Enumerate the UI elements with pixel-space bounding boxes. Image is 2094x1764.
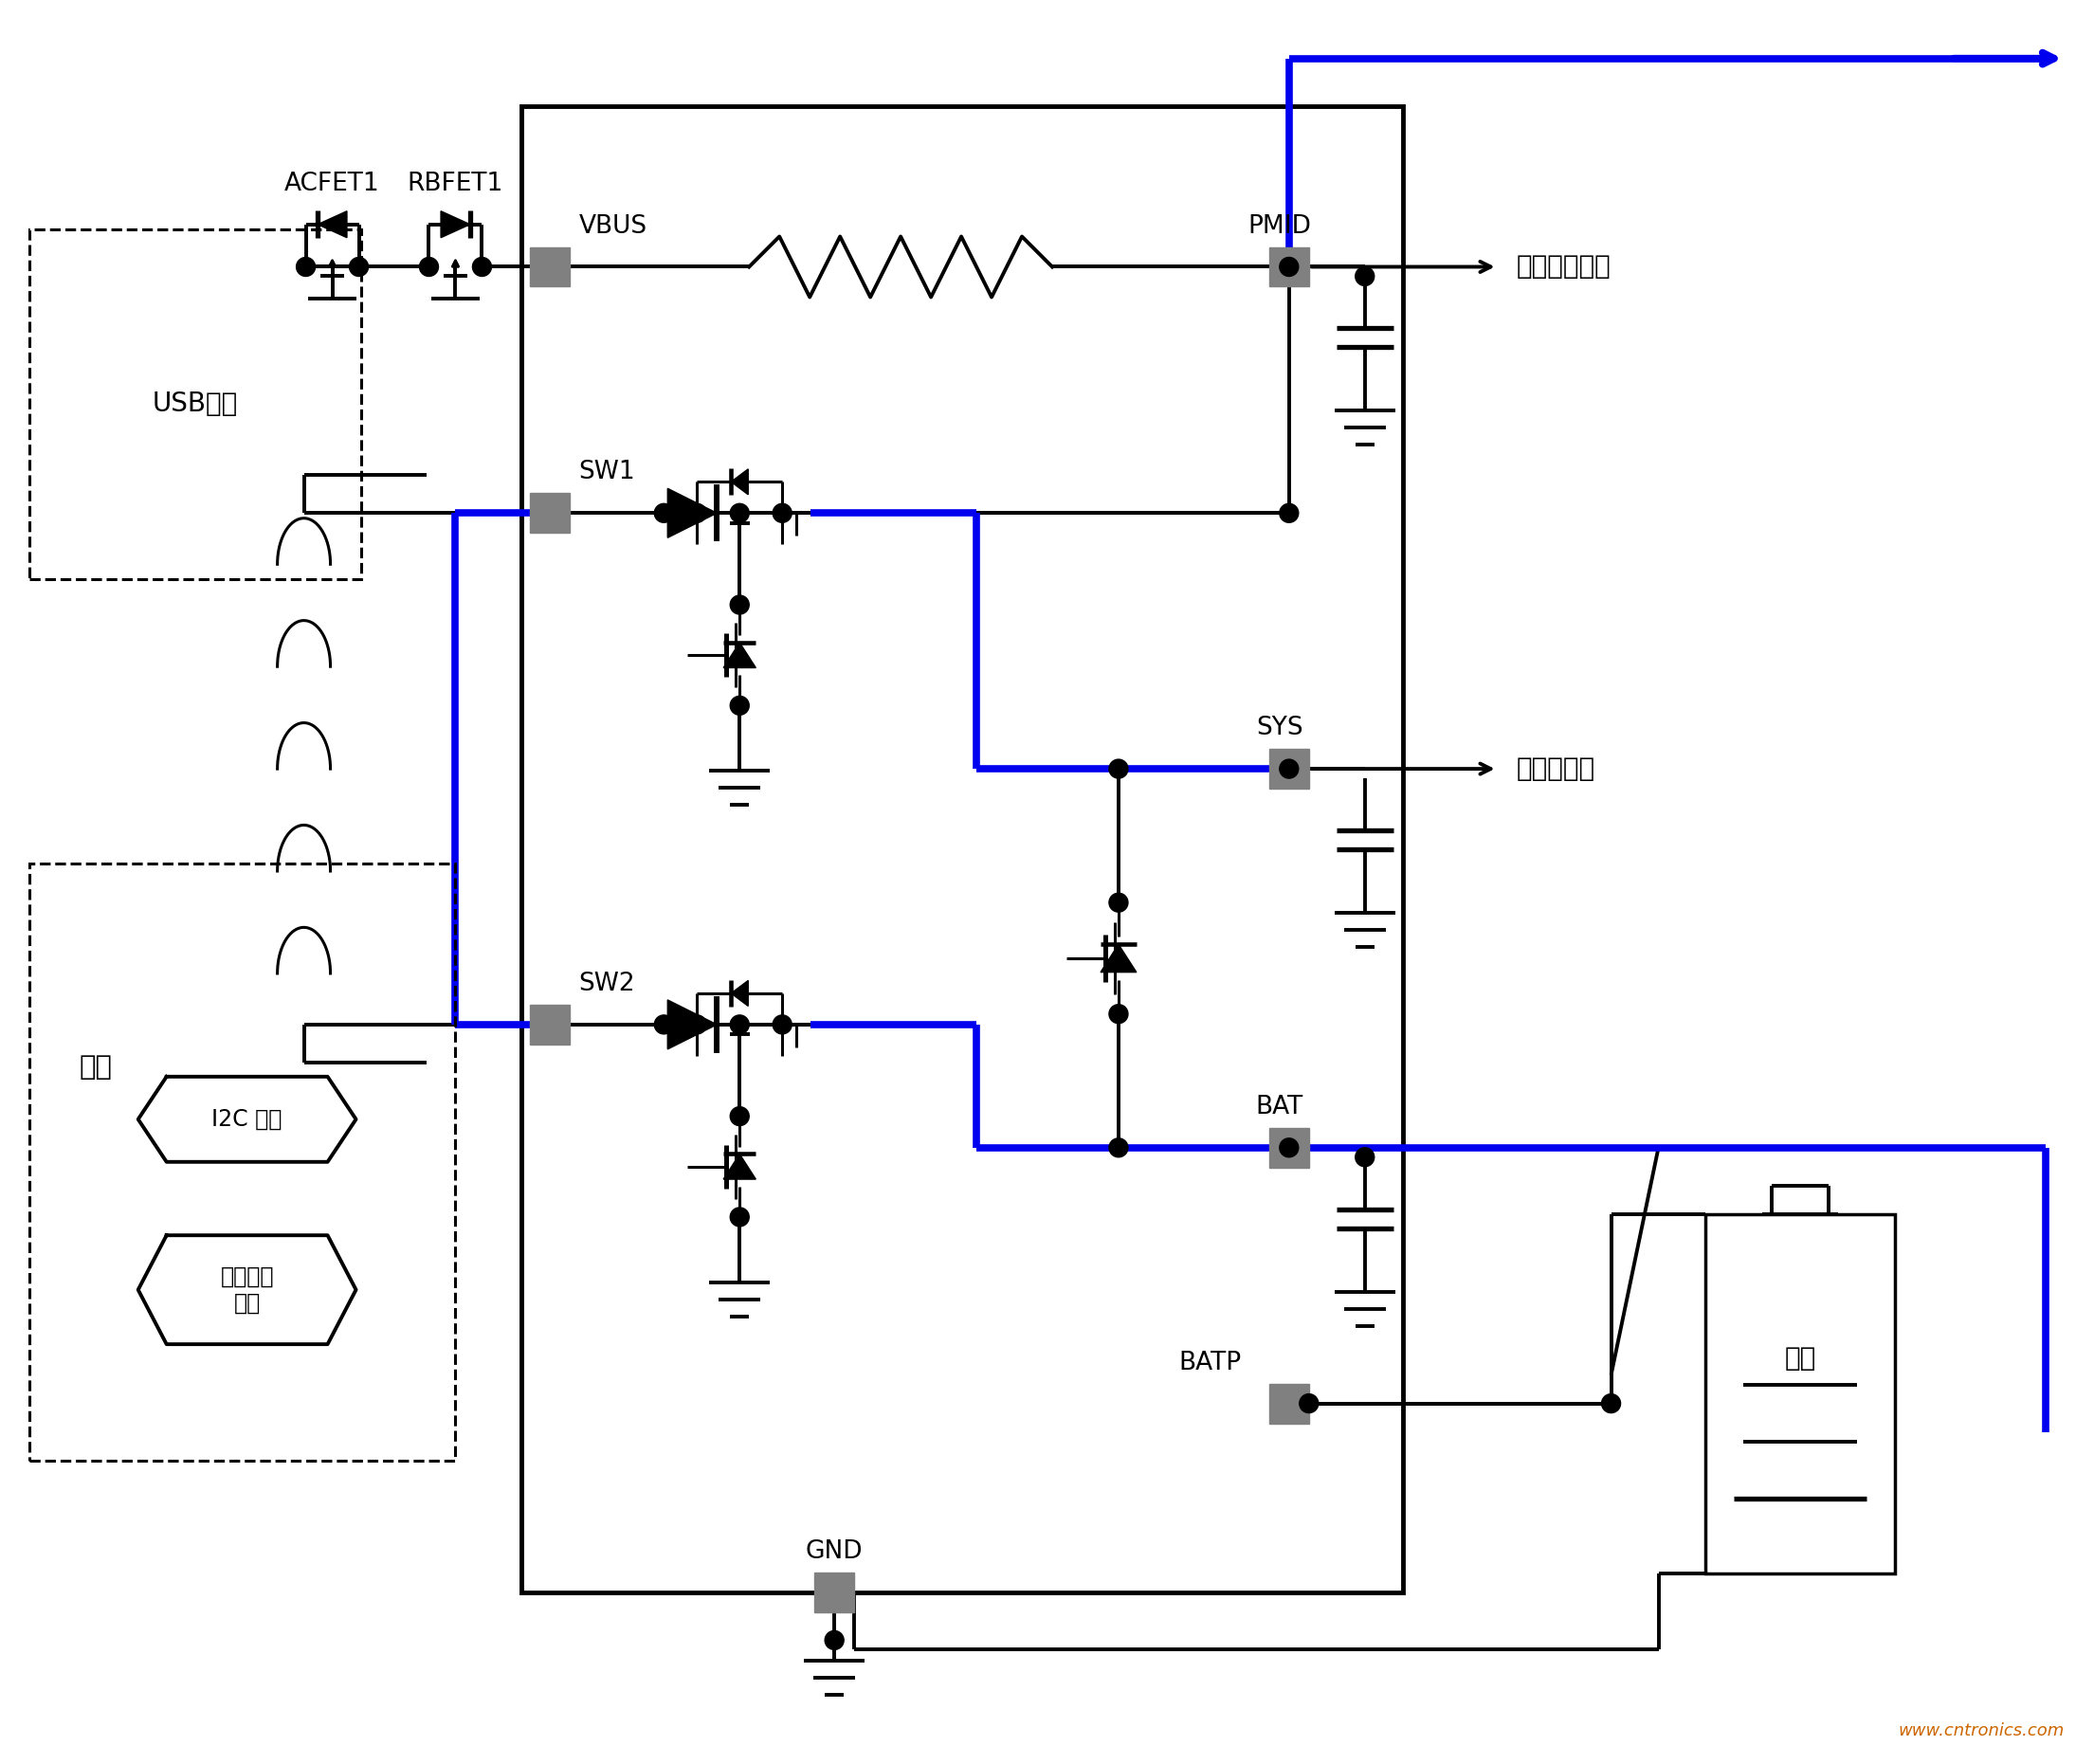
Circle shape bbox=[419, 258, 438, 277]
Text: PMID: PMID bbox=[1248, 213, 1311, 238]
Text: VBUS: VBUS bbox=[578, 213, 647, 238]
Circle shape bbox=[1110, 759, 1129, 778]
Text: 主机控制
总线: 主机控制 总线 bbox=[220, 1265, 274, 1314]
Circle shape bbox=[731, 1014, 750, 1034]
Circle shape bbox=[350, 258, 369, 277]
Bar bbox=[521, 106, 1403, 1593]
Bar bbox=[530, 1005, 570, 1044]
Circle shape bbox=[1602, 1394, 1621, 1413]
Polygon shape bbox=[318, 212, 348, 238]
Text: BATP: BATP bbox=[1179, 1351, 1242, 1374]
Circle shape bbox=[1110, 893, 1129, 912]
Text: 主系统供电: 主系统供电 bbox=[1516, 755, 1596, 781]
Circle shape bbox=[731, 697, 750, 714]
Text: SYS: SYS bbox=[1256, 716, 1302, 741]
Circle shape bbox=[1300, 1394, 1319, 1413]
Circle shape bbox=[1355, 266, 1374, 286]
Text: 主控: 主控 bbox=[80, 1053, 113, 1080]
Circle shape bbox=[297, 258, 316, 277]
Circle shape bbox=[731, 594, 750, 614]
Text: BAT: BAT bbox=[1256, 1095, 1302, 1120]
Text: www.cntronics.com: www.cntronics.com bbox=[1899, 1723, 2065, 1739]
Bar bbox=[530, 247, 570, 288]
Bar bbox=[29, 229, 360, 579]
Bar bbox=[29, 864, 456, 1461]
Polygon shape bbox=[731, 981, 748, 1005]
Polygon shape bbox=[722, 642, 756, 669]
Polygon shape bbox=[1101, 944, 1137, 972]
Text: I2C 总线: I2C 总线 bbox=[211, 1108, 283, 1131]
Text: ACFET1: ACFET1 bbox=[285, 171, 379, 196]
Text: RBFET1: RBFET1 bbox=[408, 171, 503, 196]
Text: SW2: SW2 bbox=[578, 972, 634, 997]
Circle shape bbox=[1279, 759, 1298, 778]
Bar bbox=[530, 494, 570, 533]
Circle shape bbox=[1110, 1138, 1129, 1157]
Polygon shape bbox=[668, 1000, 716, 1050]
Text: USB输入: USB输入 bbox=[153, 392, 239, 418]
Circle shape bbox=[687, 503, 706, 522]
Polygon shape bbox=[731, 469, 748, 494]
Polygon shape bbox=[442, 212, 469, 238]
Circle shape bbox=[1355, 1148, 1374, 1166]
Polygon shape bbox=[668, 489, 716, 538]
Circle shape bbox=[1279, 1138, 1298, 1157]
Circle shape bbox=[773, 503, 792, 522]
Circle shape bbox=[653, 1014, 674, 1034]
Bar bbox=[1269, 1127, 1309, 1168]
Bar bbox=[1707, 1214, 1895, 1573]
Circle shape bbox=[653, 503, 674, 522]
Circle shape bbox=[731, 503, 750, 522]
Text: GND: GND bbox=[806, 1540, 863, 1565]
Circle shape bbox=[773, 1014, 792, 1034]
Circle shape bbox=[473, 258, 492, 277]
Text: 系统附件供电: 系统附件供电 bbox=[1516, 254, 1610, 280]
Circle shape bbox=[1110, 1004, 1129, 1023]
Circle shape bbox=[825, 1630, 844, 1649]
Bar bbox=[1269, 750, 1309, 789]
Circle shape bbox=[731, 1208, 750, 1226]
Text: SW1: SW1 bbox=[578, 460, 634, 485]
Bar bbox=[815, 1573, 854, 1612]
Circle shape bbox=[687, 1014, 706, 1034]
Circle shape bbox=[1279, 258, 1298, 277]
Circle shape bbox=[1279, 503, 1298, 522]
Polygon shape bbox=[722, 1154, 756, 1178]
Circle shape bbox=[731, 1106, 750, 1125]
Text: 电池: 电池 bbox=[1784, 1344, 1815, 1371]
Bar bbox=[1269, 247, 1309, 288]
Bar bbox=[1269, 1383, 1309, 1424]
